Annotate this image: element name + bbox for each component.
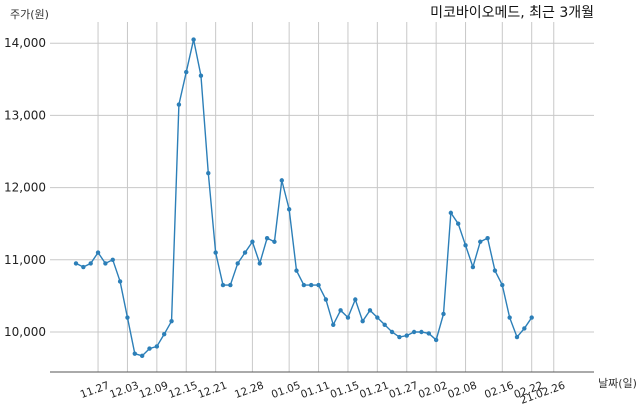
data-point <box>514 334 520 340</box>
data-point <box>522 326 527 331</box>
data-point <box>353 297 358 302</box>
data-point <box>132 351 137 356</box>
y-axis-label: 주가(원) <box>10 8 49 21</box>
x-axis-label: 날짜(일) <box>598 376 637 390</box>
data-point <box>162 331 167 337</box>
data-point <box>250 239 255 244</box>
x-tick-label: 01.11 <box>299 380 331 402</box>
data-point <box>95 250 101 255</box>
data-point <box>279 178 284 183</box>
data-point <box>257 261 262 266</box>
data-point <box>500 282 505 288</box>
data-point <box>448 210 454 216</box>
y-tick-label: 12,000 <box>4 181 46 195</box>
data-point <box>478 239 483 244</box>
x-tick-label: 02.02 <box>417 380 449 402</box>
data-point <box>184 69 189 75</box>
data-point <box>492 268 498 273</box>
data-point <box>331 322 336 327</box>
data-point <box>507 315 512 320</box>
data-point <box>242 250 248 255</box>
data-point <box>323 297 329 302</box>
data-point <box>88 261 93 266</box>
data-point <box>139 353 145 359</box>
x-tick-label: 12.09 <box>138 380 170 402</box>
x-tick-label: 01.21 <box>358 380 390 402</box>
data-point <box>125 315 130 320</box>
data-point <box>316 282 321 288</box>
data-point <box>345 315 351 320</box>
data-point <box>81 264 86 270</box>
y-tick-label: 11,000 <box>4 253 46 267</box>
data-point <box>213 250 218 255</box>
data-point <box>272 239 277 244</box>
data-point <box>264 235 270 241</box>
data-point <box>404 333 409 338</box>
x-tick-label: 02.08 <box>446 380 478 402</box>
x-tick-label: 12.15 <box>167 380 199 402</box>
data-point <box>169 318 174 324</box>
data-point <box>382 322 387 327</box>
data-point <box>389 329 395 335</box>
data-point <box>286 207 292 212</box>
y-tick-labels: 10,000 11,000 12,000 13,000 14,000 <box>4 36 46 339</box>
data-point <box>198 73 204 78</box>
data-point <box>456 221 461 226</box>
data-point <box>110 257 115 262</box>
y-tick-label: 14,000 <box>4 36 46 50</box>
vertical-gridlines <box>97 22 555 372</box>
data-point <box>191 37 196 42</box>
data-point <box>485 235 490 241</box>
data-point <box>411 329 417 335</box>
data-point <box>433 337 439 343</box>
chart-title: 미코바이오메드, 최근 3개월 <box>430 5 594 21</box>
data-point <box>103 261 108 266</box>
data-point <box>419 329 424 335</box>
data-point <box>147 346 152 351</box>
x-tick-label: 12.21 <box>196 380 228 402</box>
x-tick-label: 01.15 <box>329 380 361 402</box>
x-tick-label: 02.16 <box>483 379 516 401</box>
data-point <box>441 311 446 317</box>
data-point <box>367 308 373 313</box>
horizontal-gridlines <box>50 42 594 333</box>
y-tick-label: 10,000 <box>4 325 46 339</box>
x-tick-label: 01.27 <box>387 380 419 402</box>
data-point <box>360 318 365 324</box>
data-point <box>301 282 307 288</box>
x-tick-label: 12.03 <box>108 380 140 402</box>
data-point <box>220 282 226 288</box>
data-point <box>529 315 534 320</box>
x-tick-label: 21.02.26 <box>519 379 567 406</box>
data-point <box>463 243 468 248</box>
x-tick-label: 01.05 <box>270 380 302 402</box>
data-point <box>235 261 240 266</box>
data-point <box>228 282 233 288</box>
data-point <box>176 102 182 107</box>
data-point <box>294 268 299 273</box>
y-tick-label: 13,000 <box>4 108 46 122</box>
data-point <box>397 334 402 340</box>
data-point <box>73 261 79 266</box>
x-tick-label: 12.28 <box>233 380 265 402</box>
data-point <box>309 282 314 288</box>
data-point <box>470 264 476 270</box>
data-point <box>117 279 123 284</box>
data-point <box>338 308 343 313</box>
x-tick-label: 11.27 <box>79 380 111 402</box>
data-point <box>375 315 380 320</box>
price-series-line <box>75 39 533 357</box>
data-points <box>73 37 534 359</box>
data-point <box>154 344 160 349</box>
data-point <box>206 170 211 176</box>
data-point <box>426 331 431 336</box>
